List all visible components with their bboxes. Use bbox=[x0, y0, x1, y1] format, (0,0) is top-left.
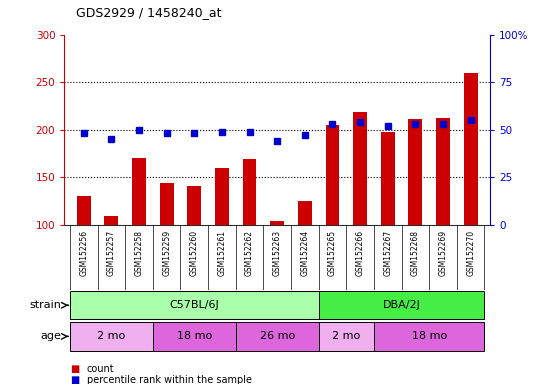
Text: count: count bbox=[87, 364, 114, 374]
Bar bbox=[270, 221, 284, 225]
Bar bbox=[319, 322, 374, 351]
Bar bbox=[77, 196, 91, 225]
Text: GSM152263: GSM152263 bbox=[273, 230, 282, 276]
Text: 18 mo: 18 mo bbox=[412, 331, 447, 341]
Bar bbox=[298, 201, 312, 225]
Text: GSM152267: GSM152267 bbox=[383, 230, 392, 276]
Bar bbox=[236, 322, 319, 351]
Text: GSM152262: GSM152262 bbox=[245, 230, 254, 276]
Bar bbox=[188, 186, 201, 225]
Bar bbox=[319, 291, 484, 319]
Text: 2 mo: 2 mo bbox=[332, 331, 361, 341]
Bar bbox=[353, 113, 367, 225]
Bar bbox=[464, 73, 478, 225]
Text: strain: strain bbox=[30, 300, 62, 310]
Text: 26 mo: 26 mo bbox=[260, 331, 295, 341]
Bar bbox=[436, 118, 450, 225]
Text: GSM152266: GSM152266 bbox=[356, 230, 365, 276]
Bar bbox=[153, 322, 236, 351]
Text: percentile rank within the sample: percentile rank within the sample bbox=[87, 375, 252, 384]
Text: GSM152268: GSM152268 bbox=[411, 230, 420, 276]
Text: ■: ■ bbox=[70, 375, 80, 384]
Text: DBA/2J: DBA/2J bbox=[382, 300, 421, 310]
Text: GSM152269: GSM152269 bbox=[438, 230, 447, 276]
Text: GSM152261: GSM152261 bbox=[217, 230, 226, 276]
Bar bbox=[70, 291, 319, 319]
Text: GDS2929 / 1458240_at: GDS2929 / 1458240_at bbox=[76, 6, 221, 19]
Bar bbox=[242, 159, 256, 225]
Text: 18 mo: 18 mo bbox=[176, 331, 212, 341]
Bar bbox=[132, 158, 146, 225]
Bar bbox=[105, 216, 118, 225]
Bar bbox=[325, 125, 339, 225]
Text: GSM152265: GSM152265 bbox=[328, 230, 337, 276]
Text: C57BL/6J: C57BL/6J bbox=[170, 300, 219, 310]
Text: 2 mo: 2 mo bbox=[97, 331, 125, 341]
Text: GSM152264: GSM152264 bbox=[300, 230, 309, 276]
Bar bbox=[381, 131, 395, 225]
Text: ■: ■ bbox=[70, 364, 80, 374]
Bar bbox=[160, 183, 174, 225]
Bar bbox=[215, 168, 229, 225]
Bar bbox=[408, 119, 422, 225]
Text: GSM152259: GSM152259 bbox=[162, 230, 171, 276]
Text: GSM152260: GSM152260 bbox=[190, 230, 199, 276]
Text: GSM152258: GSM152258 bbox=[134, 230, 143, 276]
Text: age: age bbox=[41, 331, 62, 341]
Text: GSM152256: GSM152256 bbox=[80, 230, 88, 276]
Text: GSM152257: GSM152257 bbox=[107, 230, 116, 276]
Bar bbox=[374, 322, 484, 351]
Bar bbox=[70, 322, 153, 351]
Text: GSM152270: GSM152270 bbox=[466, 230, 475, 276]
